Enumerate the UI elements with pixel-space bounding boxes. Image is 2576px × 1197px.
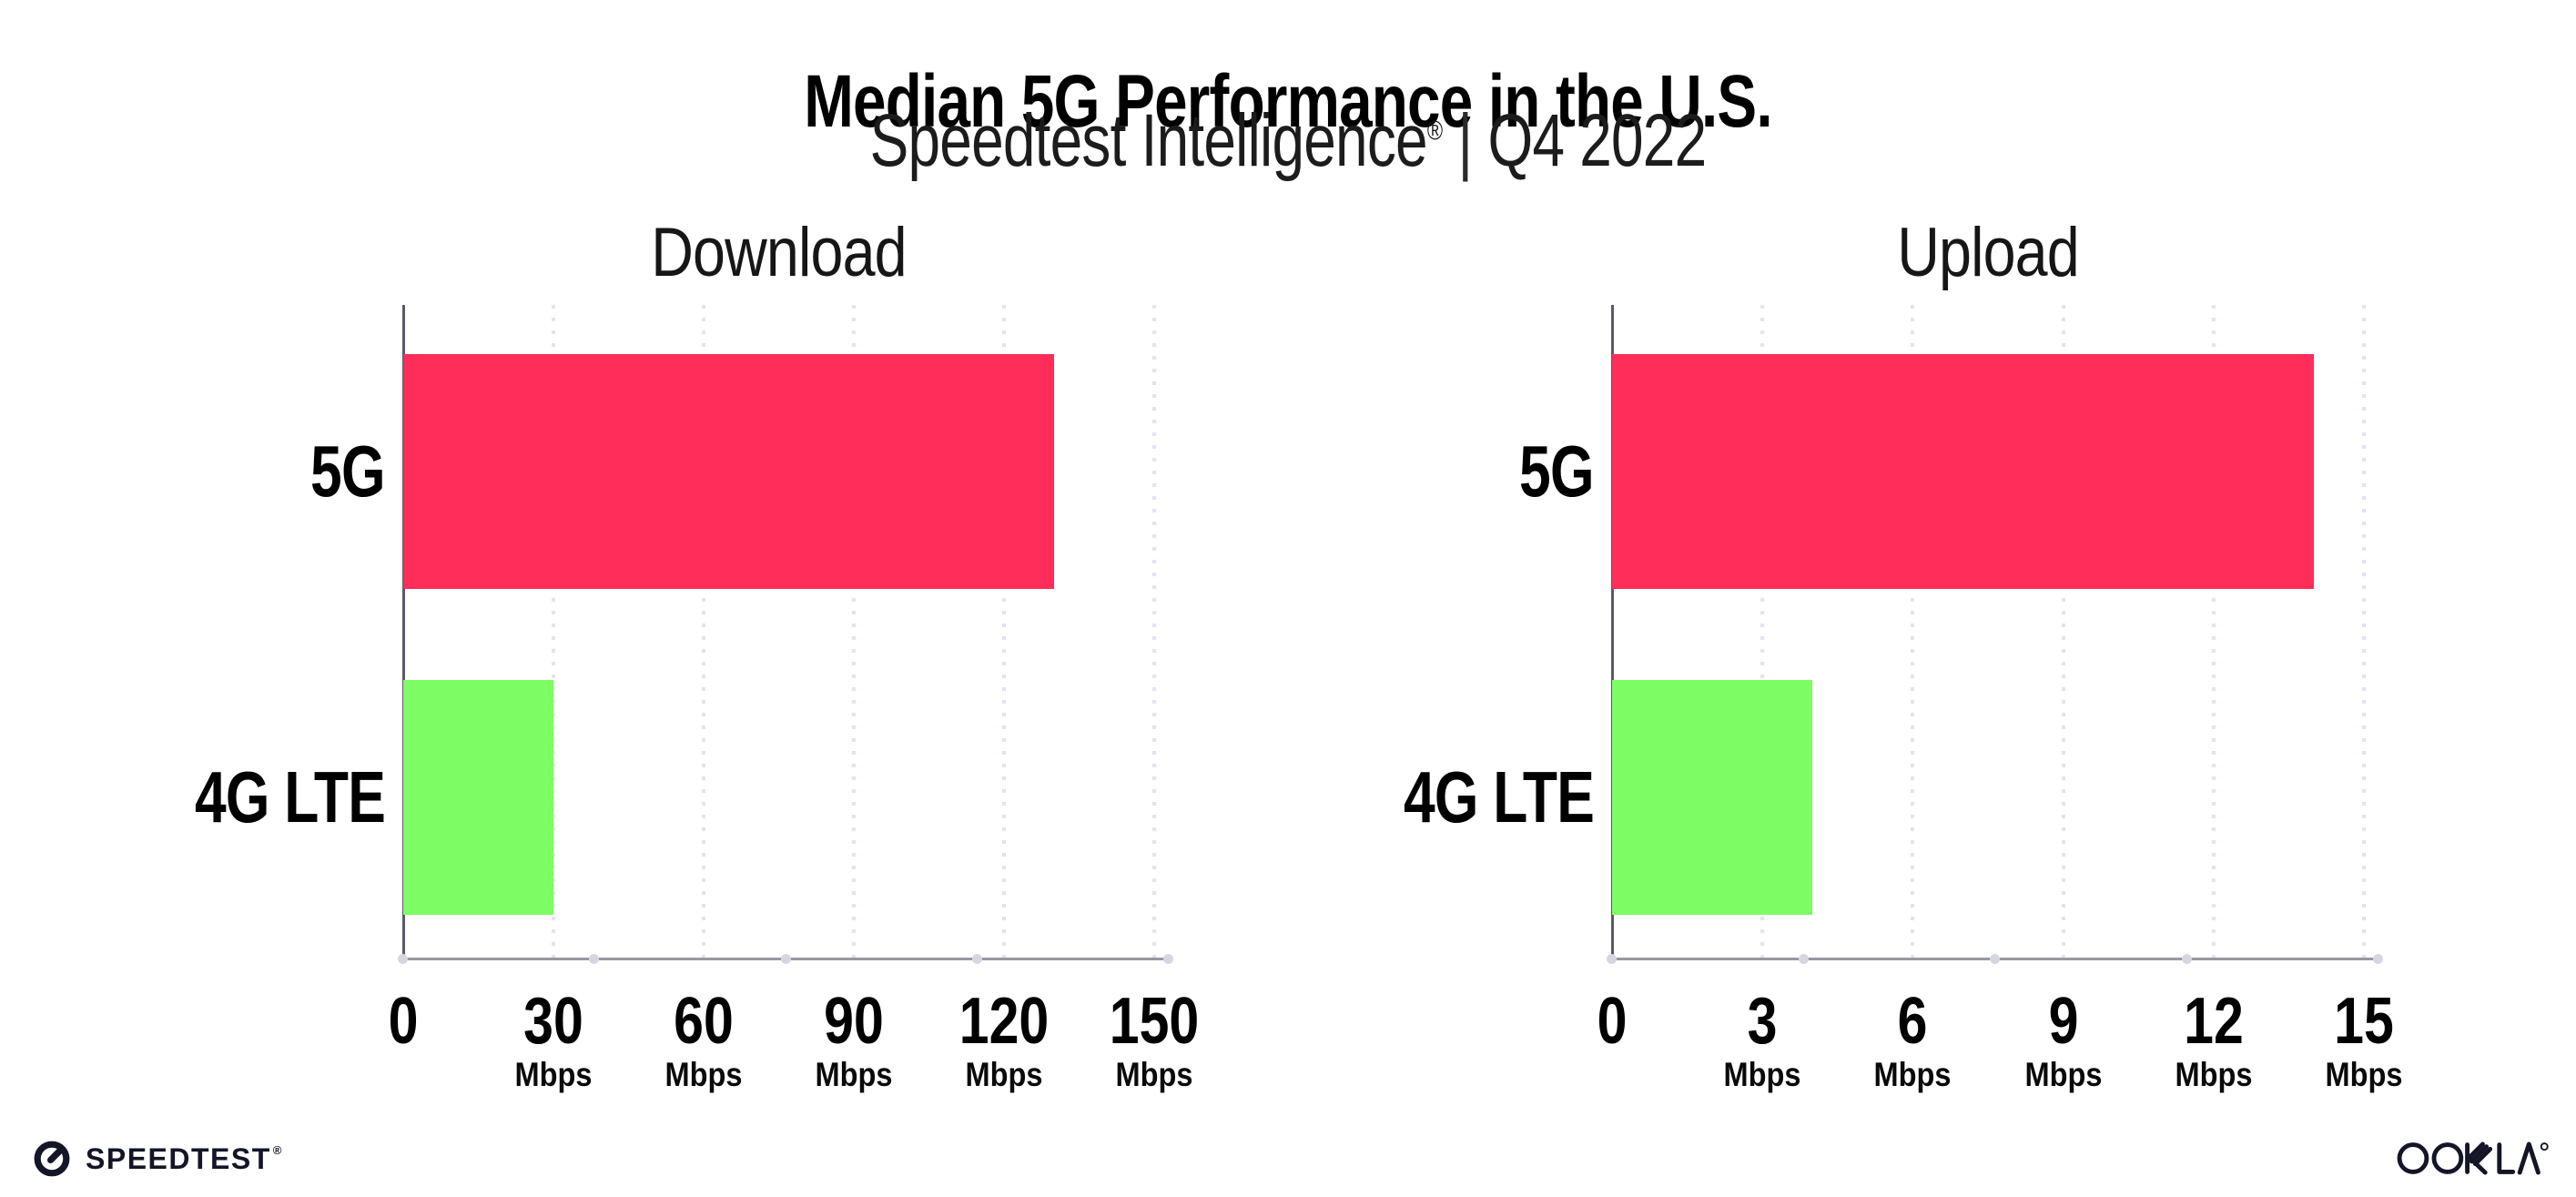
x-tick-unit-30: Mbps	[514, 1056, 593, 1093]
category-label-5g: 5G	[310, 430, 385, 512]
speedtest-registered-mark: ®	[272, 1142, 282, 1157]
x-tick-unit-150: Mbps	[1115, 1056, 1193, 1093]
gridline-120-mbps	[1002, 305, 1006, 958]
x-tick-unit-120: Mbps	[965, 1056, 1043, 1093]
y-axis-line	[1611, 305, 1614, 959]
x-tick-label-15: 15	[2334, 985, 2394, 1058]
subtitle-brand: Speedtest Intelligence	[869, 99, 1428, 182]
gridline-9-mbps	[2061, 305, 2065, 958]
category-label-4g-lte: 4G LTE	[1403, 756, 1595, 838]
axis-tick-dot	[2181, 954, 2192, 964]
gridline-3-mbps	[1760, 305, 1765, 958]
axis-tick-dot	[2373, 954, 2383, 964]
x-tick-unit-9: Mbps	[2024, 1056, 2103, 1093]
x-tick-unit-90: Mbps	[815, 1056, 893, 1093]
chart-title-upload: Upload	[1897, 214, 2079, 291]
x-tick-label-120: 120	[958, 985, 1050, 1058]
x-tick-label-30: 30	[523, 985, 583, 1058]
x-tick-unit-3: Mbps	[1723, 1056, 1801, 1093]
plot-area-upload: 5G 4G LTE 0 3 Mbps 6 Mbps 9 Mbps 12 Mbps 15 Mbps	[1404, 305, 2403, 1091]
chart-title-download: Download	[651, 214, 907, 291]
axis-tick-dot	[971, 954, 982, 964]
x-tick-label-150: 150	[1109, 985, 1200, 1058]
axis-tick-dot	[1798, 954, 1809, 964]
y-axis-line	[402, 305, 405, 959]
ookla-logo	[2396, 1138, 2549, 1179]
axis-tick-dot	[1990, 954, 2000, 964]
gridline-6-mbps	[1911, 305, 1915, 958]
axis-tick-dot	[1607, 954, 1617, 964]
category-label-4g-lte: 4G LTE	[194, 756, 386, 838]
axis-tick-dot	[398, 954, 408, 964]
gridline-60-mbps	[702, 305, 705, 958]
x-tick-unit-6: Mbps	[1873, 1056, 1952, 1093]
bar-5g-download	[403, 353, 1054, 589]
x-tick-unit-60: Mbps	[664, 1056, 743, 1093]
x-tick-label-3: 3	[1747, 985, 1778, 1058]
x-tick-unit-12: Mbps	[2175, 1056, 2253, 1093]
subtitle-period: Q4 2022	[1487, 99, 1707, 182]
x-tick-label-9: 9	[2048, 985, 2079, 1058]
x-tick-label-6: 6	[1897, 985, 1928, 1058]
bar-5g-upload	[1612, 353, 2314, 589]
axis-tick-dot	[589, 954, 600, 964]
page-subtitle: Speedtest Intelligence® | Q4 2022	[283, 99, 2292, 182]
speedtest-logo: SPEEDTEST ®	[31, 1138, 282, 1180]
x-tick-label-12: 12	[2183, 985, 2244, 1058]
gridline-150-mbps	[1152, 305, 1156, 958]
bar-4g-lte-upload	[1612, 680, 1813, 916]
subtitle-separator: |	[1457, 99, 1473, 182]
axis-tick-dot	[780, 954, 791, 964]
speedtest-gauge-icon	[34, 1141, 70, 1177]
gridline-30-mbps	[552, 305, 555, 958]
x-tick-label-0: 0	[1597, 985, 1628, 1058]
axis-tick-dot	[1163, 954, 1173, 964]
gridline-90-mbps	[852, 305, 856, 958]
category-label-5g: 5G	[1519, 430, 1594, 512]
x-tick-unit-15: Mbps	[2325, 1056, 2403, 1093]
x-tick-label-60: 60	[674, 985, 734, 1058]
plot-area-download: 5G 4G LTE 0 30 Mbps 60 Mbps 90 Mbps 120 Mbps 150 Mbp…	[195, 305, 1199, 1091]
x-tick-label-90: 90	[824, 985, 884, 1058]
page-title: Median 5G Performance in the U.S.	[804, 59, 1772, 143]
gridline-12-mbps	[2211, 305, 2216, 958]
bar-4g-lte-download	[403, 680, 553, 916]
ookla-wordmark-icon	[2397, 1141, 2549, 1175]
registered-mark: ®	[1426, 116, 1443, 147]
gridline-15-mbps	[2362, 305, 2366, 958]
speedtest-wordmark: SPEEDTEST	[86, 1142, 271, 1175]
x-tick-label-0: 0	[388, 985, 419, 1058]
